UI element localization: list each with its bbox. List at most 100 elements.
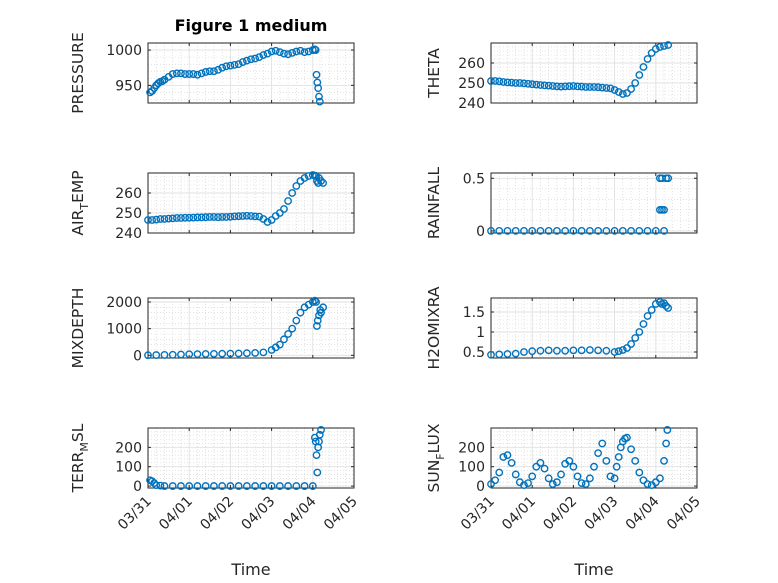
data-point	[319, 179, 327, 187]
data-point	[511, 470, 520, 479]
data-point	[255, 53, 264, 62]
y-axis-label: RAINFALL	[425, 166, 443, 239]
data-point	[263, 49, 272, 58]
data-point	[315, 92, 323, 101]
data-point	[251, 349, 260, 357]
data-point	[627, 445, 635, 454]
data-point	[544, 346, 553, 355]
data-point	[238, 212, 247, 220]
data-point	[639, 63, 648, 71]
data-point	[660, 226, 668, 235]
data-point	[144, 351, 152, 360]
data-point	[499, 78, 508, 86]
data-point	[238, 58, 247, 66]
data-point	[663, 426, 672, 434]
data-markers	[487, 426, 672, 489]
data-point	[177, 214, 185, 222]
data-point	[230, 212, 239, 221]
data-point	[548, 480, 557, 489]
data-point	[242, 482, 251, 490]
data-point	[189, 213, 198, 222]
data-point	[594, 83, 603, 92]
y-tick-label: 1.5	[463, 305, 485, 321]
y-tick-label: 260	[115, 186, 142, 202]
data-point	[152, 351, 161, 359]
data-point	[585, 346, 594, 354]
data-point	[573, 472, 582, 481]
data-point	[557, 470, 565, 479]
data-point	[499, 453, 508, 461]
data-point	[548, 82, 557, 90]
data-point	[647, 306, 656, 314]
y-tick-label: 240	[115, 226, 142, 242]
axes-box	[147, 297, 355, 359]
data-point	[627, 226, 635, 235]
data-point	[222, 213, 231, 221]
figure-title: Figure 1 medium	[175, 16, 328, 35]
data-point	[606, 472, 615, 481]
data-point	[292, 182, 301, 190]
data-point	[312, 298, 320, 306]
data-point	[197, 213, 206, 222]
y-tick-label: 0.5	[463, 171, 485, 187]
data-point	[495, 77, 504, 86]
data-point	[251, 482, 260, 490]
data-point	[503, 78, 512, 87]
data-point	[569, 82, 578, 90]
data-point	[288, 48, 297, 57]
data-point	[594, 346, 603, 355]
data-point	[230, 60, 239, 69]
data-point	[315, 430, 324, 439]
data-point	[536, 458, 545, 467]
data-point	[314, 84, 323, 93]
data-point	[524, 479, 532, 488]
data-point	[511, 349, 520, 358]
data-point	[201, 482, 210, 490]
data-point	[495, 226, 504, 235]
y-axis-label: AIRTEMP	[69, 170, 91, 235]
data-point	[317, 426, 325, 434]
data-point	[296, 46, 305, 55]
data-point	[651, 226, 660, 235]
data-point	[292, 316, 301, 325]
data-point	[590, 462, 598, 471]
data-markers	[146, 426, 325, 490]
data-point	[205, 213, 214, 221]
data-point	[280, 49, 288, 58]
data-point	[520, 226, 528, 235]
data-point	[631, 334, 640, 342]
data-point	[569, 226, 578, 235]
data-point	[185, 213, 194, 222]
data-point	[284, 482, 292, 490]
data-point	[275, 209, 284, 217]
data-point	[610, 226, 619, 235]
data-point	[177, 350, 185, 359]
data-point	[651, 478, 660, 487]
data-point	[311, 46, 320, 54]
data-point	[602, 226, 611, 235]
y-axis-label: H2OMIXRA	[425, 286, 443, 369]
data-point	[660, 457, 668, 465]
data-point	[585, 83, 594, 91]
data-point	[292, 47, 301, 56]
data-markers	[144, 296, 327, 360]
axes-box	[147, 42, 355, 104]
y-tick-label: 950	[115, 78, 142, 94]
data-point	[313, 316, 322, 325]
data-point	[627, 340, 635, 348]
data-point	[288, 189, 297, 197]
data-point	[313, 322, 321, 330]
data-point	[185, 70, 194, 78]
data-point	[618, 346, 627, 354]
data-point	[520, 79, 528, 88]
data-point	[168, 482, 177, 490]
data-point	[660, 205, 668, 214]
y-tick-label: 0.5	[463, 345, 485, 361]
data-point	[540, 464, 549, 473]
data-point	[247, 55, 255, 64]
data-point	[544, 474, 553, 483]
y-tick-label: 1	[476, 325, 485, 341]
data-point	[643, 55, 652, 63]
data-point	[251, 54, 260, 63]
data-point	[172, 214, 181, 222]
